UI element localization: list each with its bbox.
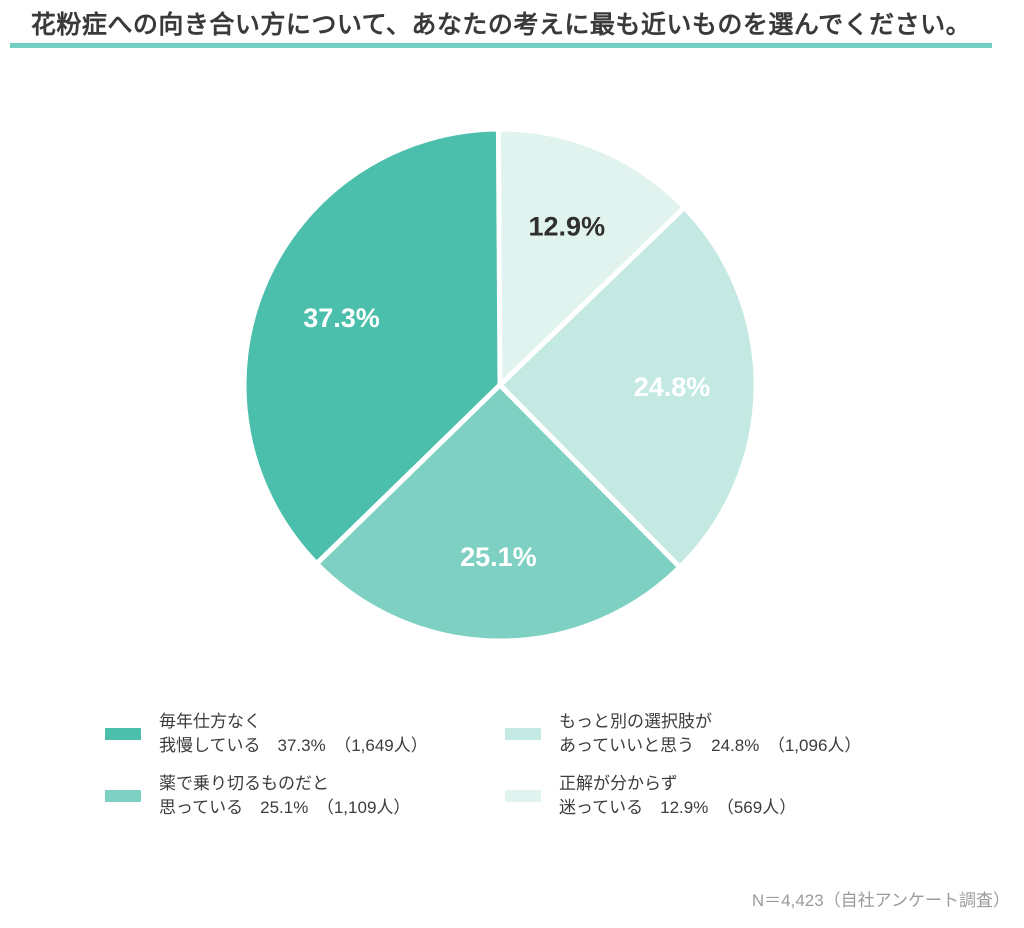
- legend-item-4: 正解が分からず迷っている 12.9% （569人）: [505, 772, 861, 820]
- legend-swatch-1: [105, 728, 141, 740]
- legend-label-4-line1: 正解が分からず: [559, 774, 678, 793]
- title-underline: [10, 43, 992, 48]
- pie-slice-label-4: 12.9%: [529, 212, 606, 242]
- pie-slice-2: [314, 382, 683, 644]
- page-title: 花粉症への向き合い方について、あなたの考えに最も近いものを選んでください。: [30, 11, 972, 39]
- legend-label-2-line2: 思っている 25.1% （1,109人）: [159, 798, 411, 817]
- legend-column-left: 毎年仕方なく我慢している 37.3% （1,649人） 薬で乗り切るものだと思って…: [105, 710, 505, 820]
- sample-size-note: N＝4,423（自社アンケート調査）: [751, 891, 1010, 910]
- legend-swatch-4: [505, 790, 541, 802]
- legend-column-right: もっと別の選択肢があっていいと思う 24.8% （1,096人） 正解が分からず迷…: [505, 710, 861, 820]
- chart-area: 37.3% 25.1% 24.8% 12.9%: [240, 125, 760, 645]
- legend-label-3-line1: もっと別の選択肢が: [559, 712, 712, 731]
- legend-label-3: もっと別の選択肢があっていいと思う 24.8% （1,096人）: [559, 710, 861, 758]
- legend-item-2: 薬で乗り切るものだと思っている 25.1% （1,109人）: [105, 772, 505, 820]
- pie-slice-label-2: 25.1%: [460, 542, 537, 572]
- legend-label-1-line1: 毎年仕方なく: [159, 712, 261, 731]
- legend-label-4-line2: 迷っている 12.9% （569人）: [559, 798, 797, 817]
- legend-swatch-3: [505, 728, 541, 740]
- legend-label-4: 正解が分からず迷っている 12.9% （569人）: [559, 772, 796, 820]
- legend: 毎年仕方なく我慢している 37.3% （1,649人） 薬で乗り切るものだと思って…: [105, 710, 861, 820]
- legend-item-3: もっと別の選択肢があっていいと思う 24.8% （1,096人）: [505, 710, 861, 758]
- pie-slice-4: [495, 126, 687, 388]
- pie-slice-label-1: 37.3%: [303, 303, 380, 333]
- legend-swatch-2: [105, 790, 141, 802]
- pie-slice-label-3: 24.8%: [634, 372, 711, 402]
- legend-item-1: 毎年仕方なく我慢している 37.3% （1,649人）: [105, 710, 505, 758]
- pie-slice-1: [241, 126, 503, 567]
- legend-label-1: 毎年仕方なく我慢している 37.3% （1,649人）: [159, 710, 428, 758]
- pie-chart: 37.3% 25.1% 24.8% 12.9%: [241, 126, 759, 644]
- pie-slice-3: [497, 204, 759, 570]
- legend-label-2: 薬で乗り切るものだと思っている 25.1% （1,109人）: [159, 772, 410, 820]
- legend-label-2-line1: 薬で乗り切るものだと: [159, 774, 329, 793]
- legend-label-3-line2: あっていいと思う 24.8% （1,096人）: [559, 736, 862, 755]
- legend-label-1-line2: 我慢している 37.3% （1,649人）: [159, 736, 428, 755]
